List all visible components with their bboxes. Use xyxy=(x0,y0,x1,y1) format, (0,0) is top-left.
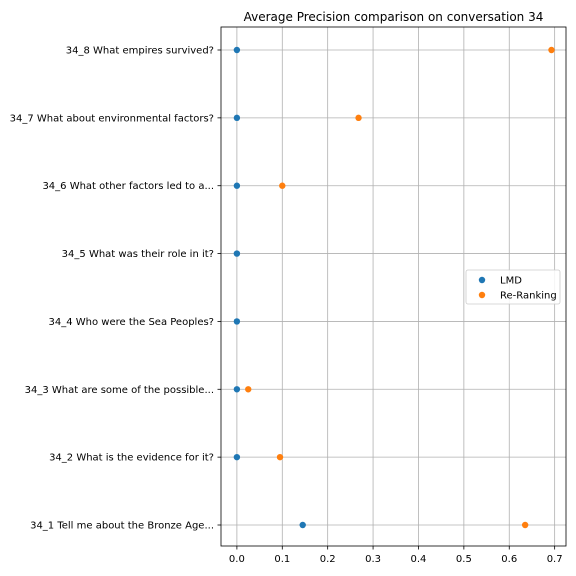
data-point-re-ranking xyxy=(245,386,252,393)
data-point-lmd xyxy=(233,46,241,54)
data-point-re-ranking xyxy=(548,46,555,54)
x-tick-label: 0.4 xyxy=(411,554,427,565)
data-point-lmd xyxy=(299,521,306,529)
plot-frame xyxy=(220,26,567,547)
y-tick-label: 34_1 Tell me about the Bronze Age... xyxy=(30,521,214,532)
data-point-re-ranking xyxy=(279,182,286,189)
data-point-re-ranking xyxy=(355,114,362,122)
y-tick-label: 34_8 What empires survived? xyxy=(66,46,214,57)
legend: LMD Re-Ranking xyxy=(465,269,561,305)
x-tick-label: 0.0 xyxy=(229,554,245,565)
y-tick-label: 34_7 What about environmental factors? xyxy=(10,113,214,124)
x-tick-label: 0.5 xyxy=(456,554,472,565)
y-tick-label: 34_5 What was their role in it? xyxy=(62,249,214,260)
data-point-lmd xyxy=(233,250,241,257)
data-point-lmd xyxy=(233,182,241,189)
legend-box xyxy=(465,269,561,305)
legend-label: LMD xyxy=(500,276,522,287)
data-points xyxy=(233,46,555,529)
legend-marker xyxy=(478,276,486,284)
y-tick-label: 34_4 Who were the Sea Peoples? xyxy=(49,317,214,328)
data-point-lmd xyxy=(233,386,241,393)
grid-lines xyxy=(221,27,566,546)
x-axis-ticks: 0.0 0.1 0.2 0.3 0.4 0.5 0.6 0.7 xyxy=(229,546,563,565)
x-tick-label: 0.7 xyxy=(547,554,563,565)
axes xyxy=(220,26,567,547)
data-point-lmd xyxy=(233,318,241,325)
data-point-re-ranking xyxy=(276,453,284,461)
y-tick-label: 34_3 What are some of the possible... xyxy=(25,385,214,396)
chart-title: Average Precision comparison on conversa… xyxy=(244,10,544,24)
x-tick-label: 0.1 xyxy=(274,554,290,565)
y-axis-ticks: 34_1 Tell me about the Bronze Age... 34_2… xyxy=(10,46,221,532)
data-point-lmd xyxy=(233,114,241,122)
data-point-lmd xyxy=(233,453,241,461)
y-tick-label: 34_2 What is the evidence for it? xyxy=(49,453,214,464)
legend-marker xyxy=(478,291,486,299)
x-tick-label: 0.2 xyxy=(320,554,336,565)
x-tick-label: 0.6 xyxy=(501,554,517,565)
x-tick-label: 0.3 xyxy=(365,554,381,565)
y-tick-label: 34_6 What other factors led to a... xyxy=(42,181,214,192)
data-point-re-ranking xyxy=(521,521,529,529)
legend-label: Re-Ranking xyxy=(500,291,557,302)
